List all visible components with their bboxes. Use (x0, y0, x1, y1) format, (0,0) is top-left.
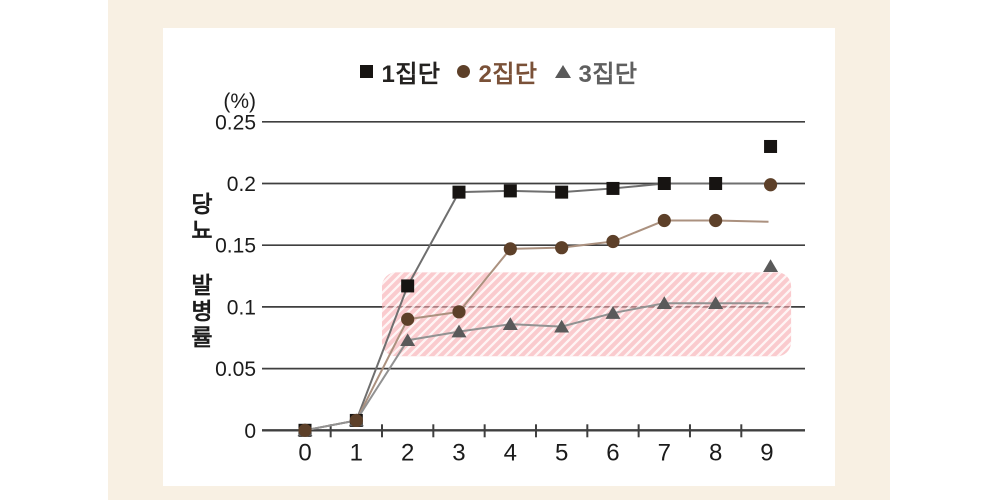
legend-item-group2: 2집단 (457, 54, 537, 89)
square-marker (657, 177, 671, 190)
circle-marker (503, 242, 517, 256)
y-tick-label: 0.2 (227, 173, 256, 196)
y-axis-title: 당뇨 발병률 (187, 192, 213, 351)
legend-label-group1: 1집단 (381, 60, 441, 88)
legend: 1집단 2집단 3집단 (163, 54, 835, 89)
circle-marker (709, 213, 723, 228)
x-tick-label: 8 (709, 440, 722, 467)
square-marker (503, 184, 517, 198)
circle-marker (298, 423, 312, 437)
triangle-marker (400, 333, 416, 347)
y-tick-label: 0.1 (227, 296, 256, 319)
square-marker-end (764, 139, 778, 153)
circle-marker (606, 234, 620, 249)
chart-panel (163, 28, 835, 486)
x-tick-label: 0 (298, 440, 311, 467)
legend-item-group1: 1집단 (360, 54, 440, 89)
x-tick-label: 2 (401, 440, 414, 467)
triangle-marker (605, 306, 621, 319)
x-tick-label: 1 (350, 440, 363, 467)
series-line-group3 (304, 302, 769, 432)
square-marker (452, 185, 466, 199)
circle-marker (657, 213, 671, 228)
circle-marker (349, 413, 363, 428)
y-tick-label: 0 (244, 420, 256, 443)
square-marker (401, 279, 415, 293)
series-line-group1 (304, 182, 769, 432)
series-line-group2 (304, 219, 769, 432)
highlight-band-hatch (381, 272, 792, 357)
square-marker-icon (360, 64, 374, 78)
y-tick-label: 0.25 (215, 111, 256, 134)
legend-label-group3: 3집단 (578, 60, 638, 88)
circle-marker (555, 241, 569, 255)
legend-label-group2: 2집단 (478, 60, 538, 88)
x-tick-label: 5 (555, 440, 568, 467)
triangle-marker-end (763, 259, 779, 272)
circle-marker (401, 312, 415, 326)
square-marker (555, 185, 569, 199)
y-axis-unit-label: (%) (223, 90, 256, 113)
x-tick-label: 7 (658, 440, 671, 467)
triangle-marker-icon (554, 64, 571, 78)
x-tick-label: 3 (452, 440, 465, 467)
y-tick-label: 0.15 (215, 235, 256, 258)
x-tick-label: 4 (504, 440, 517, 467)
x-tick-label: 9 (760, 440, 773, 467)
y-tick-label: 0.05 (215, 358, 256, 381)
circle-marker (452, 305, 466, 319)
triangle-marker (656, 296, 672, 309)
triangle-marker (554, 319, 570, 333)
triangle-marker (451, 324, 467, 338)
triangle-marker (502, 317, 518, 330)
triangle-marker (708, 296, 724, 309)
square-marker (606, 181, 620, 195)
square-marker (709, 177, 723, 190)
x-tick-label: 6 (606, 440, 619, 467)
legend-item-group3: 3집단 (554, 54, 638, 89)
circle-marker-icon (457, 64, 471, 78)
circle-marker-end (763, 178, 778, 192)
